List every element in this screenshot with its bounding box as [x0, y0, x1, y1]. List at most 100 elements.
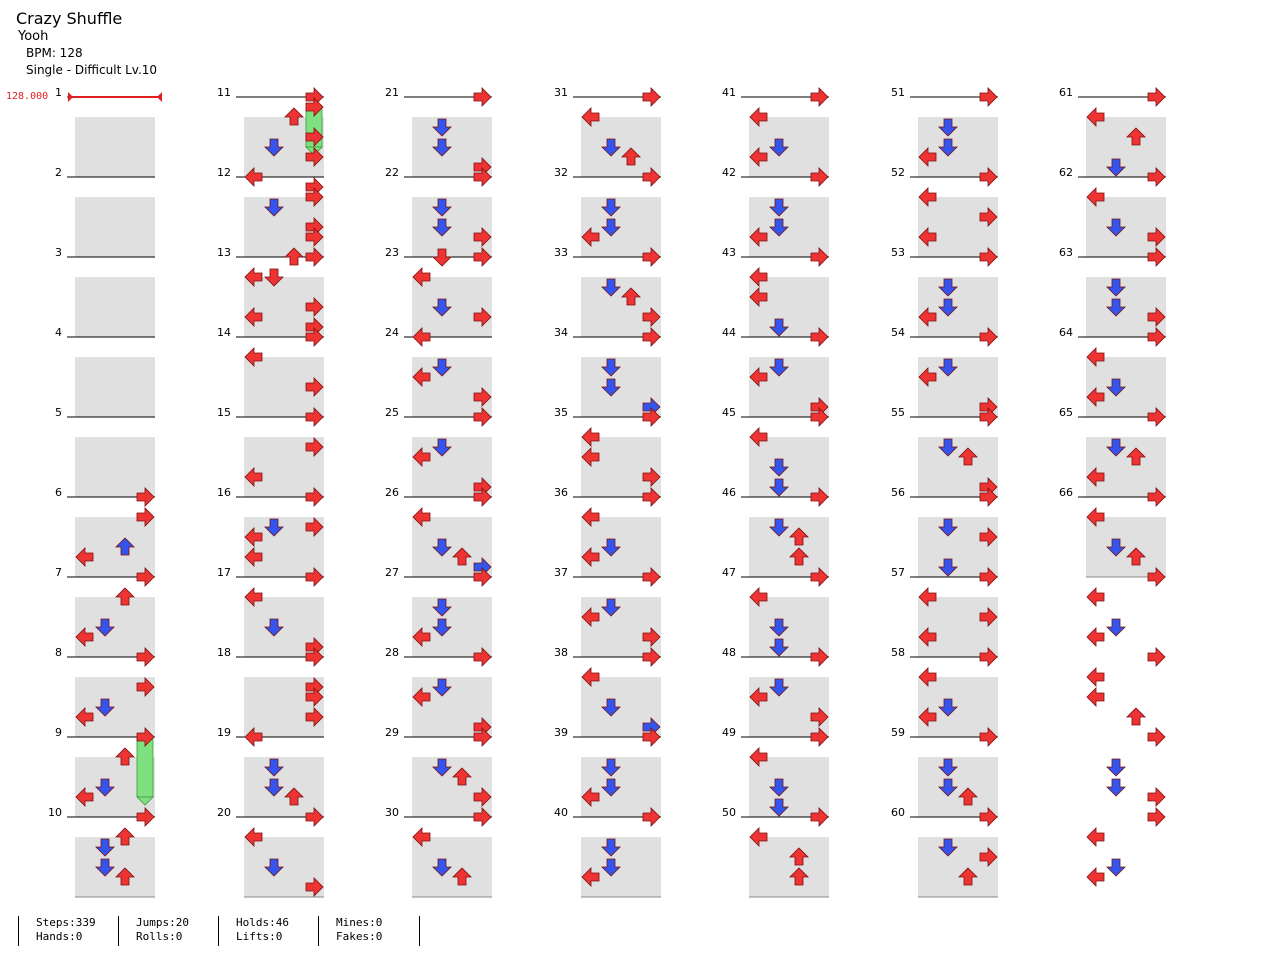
beat-band [244, 437, 324, 457]
beat-band [412, 377, 492, 397]
beat-band [918, 117, 998, 137]
beat-band [918, 517, 998, 537]
beat-band [412, 217, 492, 237]
beat-band [749, 357, 829, 377]
down-arrow [601, 778, 621, 797]
right-arrow [1147, 787, 1166, 807]
beat-band [412, 197, 492, 217]
bpm-left-tick [68, 92, 73, 102]
right-arrow [305, 327, 324, 347]
measure-number: 55 [891, 406, 905, 419]
right-arrow [1147, 227, 1166, 247]
stat-rolls: Rolls:0 [136, 930, 183, 943]
down-arrow [432, 538, 452, 557]
measure-number: 16 [217, 486, 231, 499]
measure-number: 13 [217, 246, 231, 259]
up-arrow [115, 587, 135, 606]
beat-band [244, 597, 324, 617]
up-arrow [958, 787, 978, 806]
bpm-right-tick [157, 92, 162, 102]
beat-band [1086, 477, 1166, 497]
beat-band [581, 297, 661, 317]
beat-band [1086, 437, 1166, 457]
beat-band [244, 477, 324, 497]
measure-number: 29 [385, 726, 399, 739]
measure-number: 53 [891, 246, 905, 259]
right-arrow [810, 567, 829, 587]
beat-band [244, 677, 324, 697]
left-arrow [244, 547, 263, 567]
beat-band [412, 557, 492, 577]
beat-band [75, 117, 155, 137]
measure-number: 41 [722, 86, 736, 99]
left-arrow [244, 827, 263, 847]
right-arrow [473, 647, 492, 667]
down-arrow [769, 358, 789, 377]
up-arrow [284, 107, 304, 126]
down-arrow [432, 438, 452, 457]
beat-band [918, 197, 998, 217]
beat-band [75, 237, 155, 257]
beat-band [918, 617, 998, 637]
down-arrow [432, 298, 452, 317]
left-arrow [1086, 667, 1105, 687]
beat-band [918, 857, 998, 877]
down-arrow [432, 598, 452, 617]
left-arrow [244, 267, 263, 287]
left-arrow [749, 827, 768, 847]
right-arrow [473, 87, 492, 107]
beat-band [244, 617, 324, 637]
beat-band [581, 857, 661, 877]
beat-band [1086, 277, 1166, 297]
beat-band [749, 437, 829, 457]
stat-hands: Hands:0 [36, 930, 83, 943]
measure-number: 26 [385, 486, 399, 499]
left-arrow [75, 547, 94, 567]
right-arrow [810, 647, 829, 667]
down-arrow [601, 758, 621, 777]
down-arrow [432, 118, 452, 137]
left-arrow [918, 227, 937, 247]
right-arrow [305, 647, 324, 667]
left-arrow [412, 447, 431, 467]
left-arrow [244, 307, 263, 327]
left-arrow [581, 427, 600, 447]
down-arrow [769, 458, 789, 477]
down-arrow [769, 518, 789, 537]
beat-band [1086, 357, 1166, 377]
beat-band [749, 677, 829, 697]
beat-band [749, 717, 829, 737]
measure-number: 9 [55, 726, 62, 739]
beat-band [581, 537, 661, 557]
song-title: Crazy Shuffle [16, 9, 123, 28]
left-arrow [1086, 627, 1105, 647]
beat-band [581, 377, 661, 397]
right-arrow [979, 727, 998, 747]
left-arrow [749, 427, 768, 447]
right-arrow [305, 687, 324, 707]
right-arrow [979, 847, 998, 867]
beat-band [749, 877, 829, 897]
beat-band [412, 277, 492, 297]
left-arrow [1086, 107, 1105, 127]
measure-number: 7 [55, 566, 62, 579]
step-chart: 1234567891011121314151617181920212223242… [48, 86, 1166, 898]
right-arrow [305, 707, 324, 727]
beat-band [75, 637, 155, 657]
down-arrow [264, 268, 284, 287]
down-arrow [432, 858, 452, 877]
right-arrow [1147, 407, 1166, 427]
beat-band [1086, 117, 1166, 137]
down-arrow [432, 198, 452, 217]
right-arrow [810, 247, 829, 267]
beat-band [918, 457, 998, 477]
beat-band [581, 677, 661, 697]
right-arrow [305, 187, 324, 207]
beat-band [918, 537, 998, 557]
down-arrow [769, 778, 789, 797]
measure-number: 42 [722, 166, 736, 179]
beat-band [75, 597, 155, 617]
down-arrow [1106, 858, 1126, 877]
right-arrow [473, 387, 492, 407]
down-arrow [1106, 758, 1126, 777]
